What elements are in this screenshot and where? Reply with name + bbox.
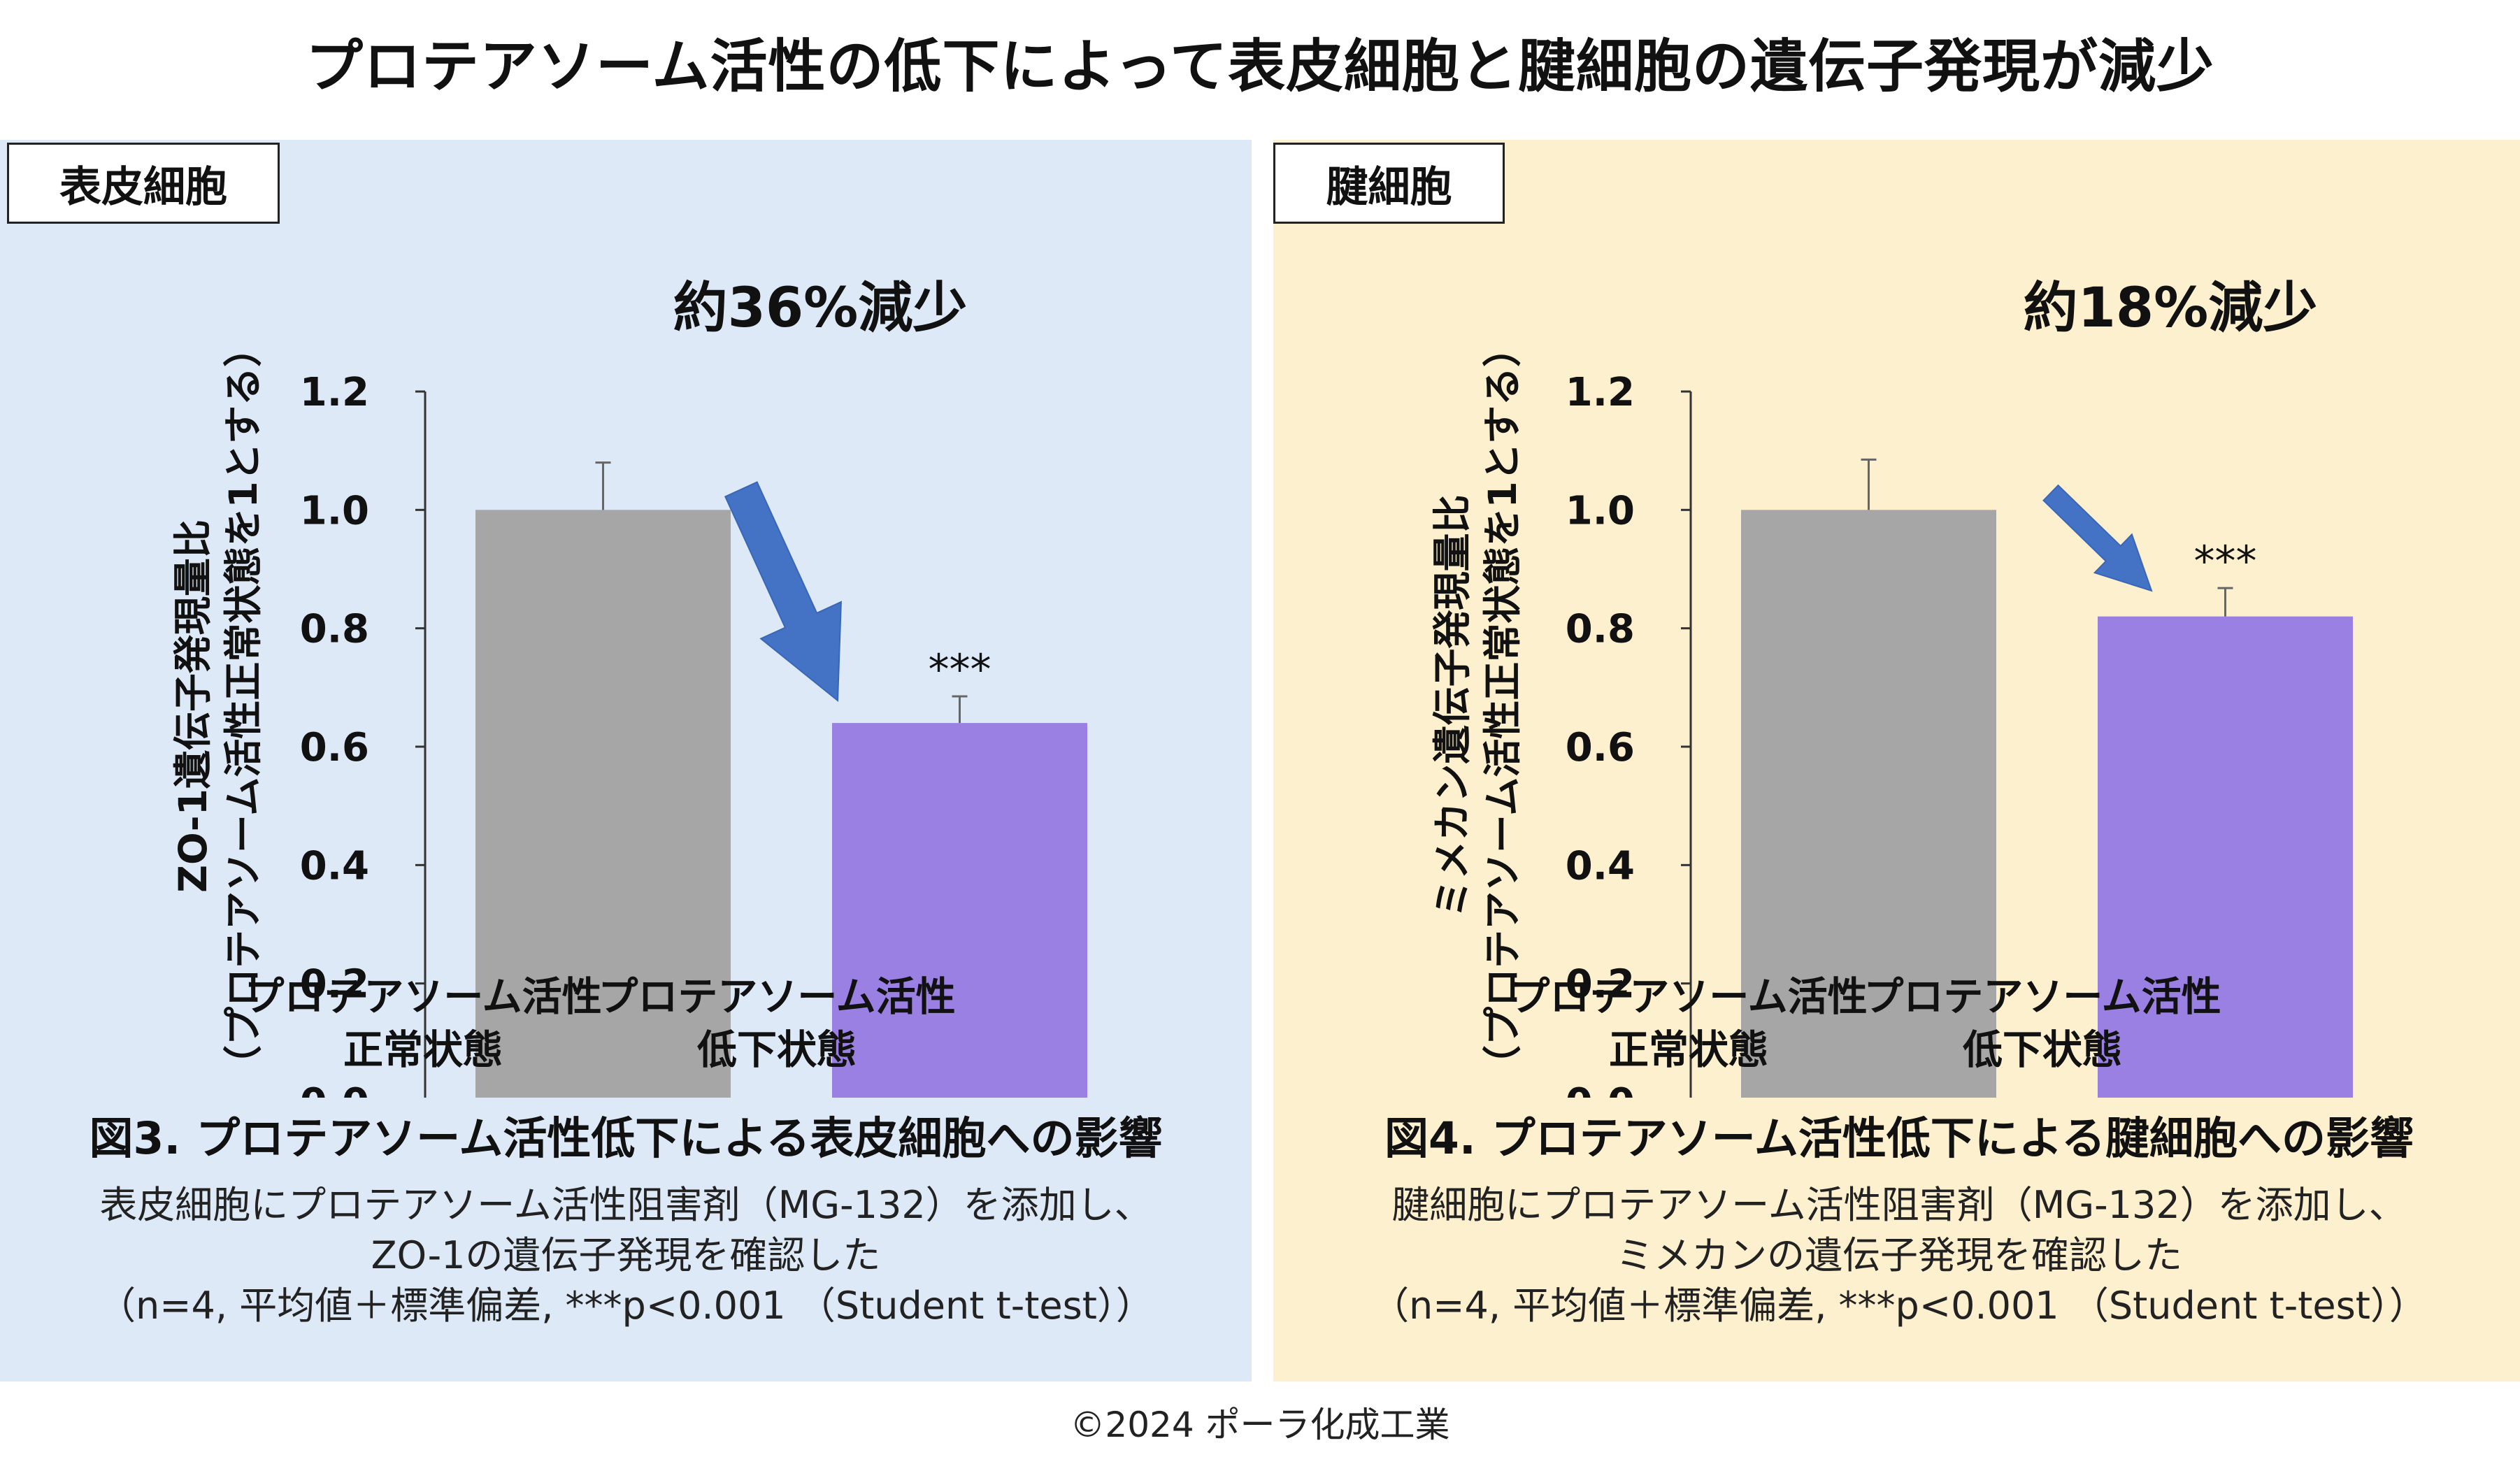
panel-epidermal-cells: 表皮細胞 0.00.20.40.60.81.01.2*** ZO-1遺伝子発現量… [0, 140, 1252, 1382]
caption-line-3: （n=4, 平均値＋標準偏差, ***p<0.001 （Student t-te… [1371, 1284, 2427, 1328]
x-category-normal: プロテアソーム活性 正常状態 [244, 974, 602, 1073]
x-category-low: プロテアソーム活性 低下状態 [1863, 974, 2221, 1073]
y-tick-label: 0.4 [300, 843, 369, 889]
y-tick-label: 0.2 [300, 962, 369, 1007]
y-tick-label: 1.2 [1566, 370, 1635, 415]
bar [475, 510, 731, 1098]
main-title: プロテアソーム活性の低下によって表皮細胞と腱細胞の遺伝子発現が減少 [306, 34, 2214, 100]
y-tick-label: 1.0 [1566, 488, 1635, 533]
x-category-normal: プロテアソーム活性 正常状態 [1510, 974, 1868, 1073]
y-tick-label: 0.6 [1566, 725, 1635, 770]
bar-chart-tendon: 0.0 0.2 0.4 0.6 0.8 1.0 1.2 *** [1566, 370, 2353, 1098]
x-category-low: プロテアソーム活性 低下状態 [598, 974, 956, 1073]
significance-label: *** [2194, 537, 2257, 586]
bar-chart-epidermal: 0.0 0.2 0.4 0.6 0.8 1.0 1.2 *** [300, 370, 1087, 1098]
bar [2098, 616, 2353, 1098]
caption-line-1: 腱細胞にプロテアソーム活性阻害剤（MG-132）を添加し、 [1391, 1183, 2407, 1227]
panel-label: 腱細胞 [1273, 143, 1505, 224]
y-tick-label: 0.0 [1566, 1080, 1635, 1098]
y-tick-label: 1.0 [300, 488, 369, 533]
bar [1741, 510, 1996, 1098]
y-tick-label: 0.6 [300, 725, 369, 770]
reduction-annotation: 約18%減少 [2023, 277, 2318, 340]
figure-title: 図3. プロテアソーム活性低下による表皮細胞への影響 [89, 1113, 1163, 1164]
bar [832, 723, 1087, 1098]
caption-line-3: （n=4, 平均値＋標準偏差, ***p<0.001 （Student t-te… [98, 1284, 1154, 1328]
y-tick-label: 0.8 [300, 607, 369, 652]
y-tick-label: 1.2 [300, 370, 369, 415]
caption-line-2: ミメカンの遺伝子発現を確認した [1616, 1233, 2182, 1277]
caption-line-1: 表皮細胞にプロテアソーム活性阻害剤（MG-132）を添加し、 [99, 1183, 1152, 1227]
figure-title: 図4. プロテアソーム活性低下による腱細胞への影響 [1384, 1113, 2414, 1164]
y-tick-label: 0.0 [300, 1080, 369, 1098]
copyright: ©2024 ポーラ化成工業 [1070, 1405, 1450, 1445]
reduction-annotation: 約36%減少 [673, 277, 968, 340]
y-tick-label: 0.2 [1566, 962, 1635, 1007]
y-tick-label: 0.8 [1566, 607, 1635, 652]
decrease-arrow-icon [2042, 484, 2153, 592]
significance-label: *** [929, 645, 991, 694]
decrease-arrow-icon [724, 481, 842, 703]
panel-tendon-cells: 腱細胞 0.00.20.40.60.81.01.2*** ミメカン遺伝子発現量比… [1273, 140, 2520, 1382]
y-tick-label: 0.4 [1566, 843, 1635, 889]
panel-label: 表皮細胞 [7, 143, 280, 224]
caption-line-2: ZO-1の遺伝子発現を確認した [371, 1233, 881, 1277]
